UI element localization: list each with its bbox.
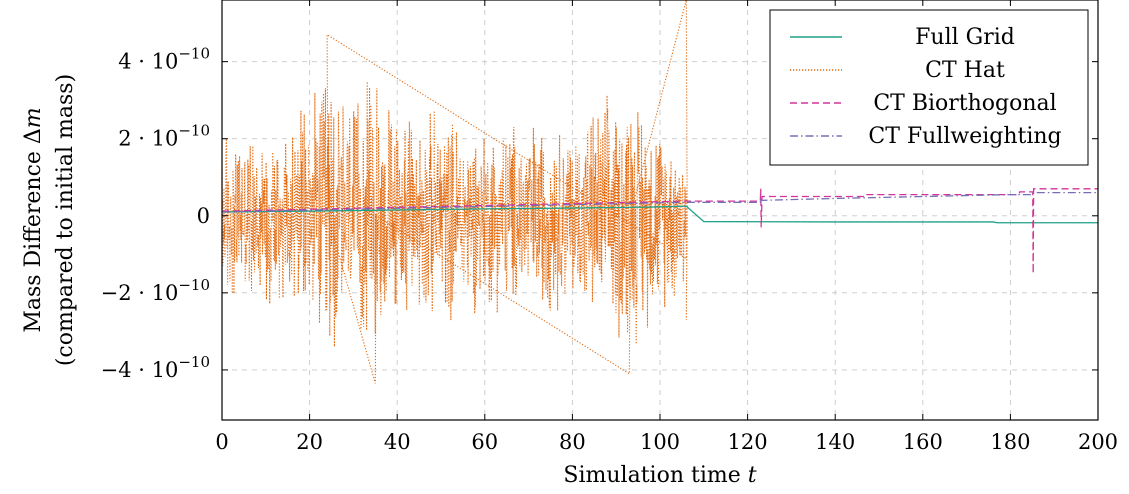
- legend-label: CT Hat: [925, 58, 1005, 83]
- tick-layer: 0 20 40 60 80 100 120 140 160 180 200 4 · 10−10 2 · …: [101, 0, 1118, 454]
- legend-box: [769, 9, 1089, 166]
- series-line-full-grid: [222, 205, 1098, 224]
- x-tick-label: 0: [215, 430, 228, 454]
- x-tick-label: 20: [296, 430, 323, 454]
- legend: Full Grid CT Hat CT Biorthogonal CT Fullwei…: [769, 9, 1089, 166]
- y-tick-label: −2 · 10−10: [101, 276, 210, 305]
- x-tick-label: 180: [990, 430, 1030, 454]
- x-tick-label: 40: [384, 430, 411, 454]
- y-tick-label: 2 · 10−10: [118, 122, 210, 151]
- x-tick-label: 80: [559, 430, 586, 454]
- legend-label: CT Fullweighting: [868, 124, 1061, 149]
- x-tick-label: 140: [815, 430, 855, 454]
- x-tick-label: 200: [1078, 430, 1118, 454]
- legend-label: Full Grid: [915, 25, 1015, 50]
- legend-label: CT Biorthogonal: [873, 91, 1056, 116]
- x-tick-label: 60: [471, 430, 498, 454]
- series-layer: [222, 0, 1098, 384]
- y-tick-label: 0: [197, 204, 210, 228]
- y-tick-label: 4 · 10−10: [118, 45, 210, 74]
- x-tick-label: 160: [903, 430, 943, 454]
- series-line-ct-fullweighting: [222, 192, 1098, 213]
- x-tick-label: 120: [728, 430, 768, 454]
- y-tick-label: −4 · 10−10: [101, 353, 210, 382]
- x-tick-label: 100: [640, 430, 680, 454]
- series-line-ct-hat: [222, 0, 688, 384]
- y-axis-label: Mass Difference Δm: [21, 107, 46, 332]
- x-axis-label: Simulation time t: [563, 463, 756, 488]
- y-axis-label-sub: (compared to initial mass): [53, 74, 78, 366]
